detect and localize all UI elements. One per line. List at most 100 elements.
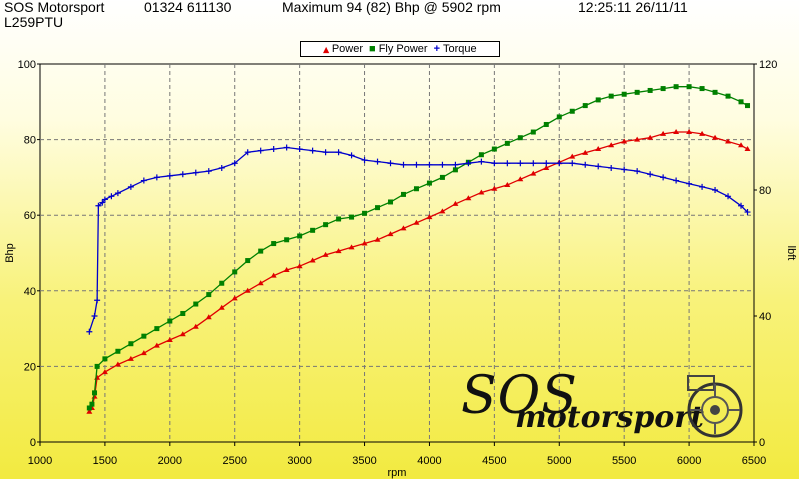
data-point-torque [94, 297, 101, 304]
data-point-fly-power [284, 237, 290, 243]
data-point-power [491, 185, 498, 191]
x-axis-label: rpm [388, 467, 407, 479]
data-point-fly-power [388, 199, 394, 205]
turbo-icon [687, 375, 743, 438]
data-point-torque [309, 147, 316, 154]
plot-frame [39, 63, 755, 443]
data-point-fly-power [86, 405, 92, 411]
y-tick-label-left: 100 [18, 59, 36, 71]
data-point-fly-power [94, 363, 100, 369]
data-point-power [114, 361, 121, 367]
x-tick-label: 1000 [28, 455, 52, 467]
y-tick-label-left: 80 [24, 135, 36, 147]
data-point-torque [686, 180, 693, 187]
data-point-fly-power [608, 93, 614, 99]
data-point-power [634, 136, 641, 142]
data-point-power [744, 146, 751, 152]
data-point-torque [426, 161, 433, 168]
data-point-fly-power [569, 108, 575, 114]
y-tick-label-right: 80 [759, 185, 771, 197]
data-point-torque [556, 160, 563, 167]
x-tick-label: 6500 [742, 455, 766, 467]
data-point-power [439, 208, 446, 214]
data-point-torque [439, 161, 446, 168]
legend-label-fly-power: Fly Power [378, 43, 428, 55]
data-point-power [426, 214, 433, 220]
legend-item-power: ▴ Power [323, 43, 363, 56]
data-point-fly-power [634, 89, 640, 95]
data-point-fly-power [517, 135, 523, 141]
data-point-torque [582, 161, 589, 168]
data-point-torque [166, 172, 173, 179]
y-axis-label-right: lbft [785, 246, 797, 261]
data-point-torque [114, 190, 121, 197]
data-point-fly-power [491, 146, 497, 152]
y-tick-label-left: 60 [24, 210, 36, 222]
data-point-fly-power [193, 301, 199, 307]
data-point-fly-power [699, 86, 705, 92]
data-point-fly-power [128, 341, 134, 347]
data-point-fly-power [439, 174, 445, 180]
data-point-torque [413, 161, 420, 168]
data-point-torque [244, 149, 251, 156]
data-point-power [283, 267, 290, 273]
data-point-fly-power [413, 186, 419, 192]
data-point-fly-power [725, 93, 731, 99]
data-point-power [296, 263, 303, 269]
data-point-fly-power [271, 241, 277, 247]
data-point-fly-power [582, 103, 588, 109]
data-point-power [673, 129, 680, 135]
data-point-torque [361, 157, 368, 164]
data-point-fly-power [621, 91, 627, 97]
max-power-summary: Maximum 94 (82) Bhp @ 5902 rpm [282, 0, 501, 15]
data-point-power [179, 331, 186, 337]
data-point-power [452, 200, 459, 206]
data-point-power [647, 134, 654, 140]
data-point-torque [634, 168, 641, 175]
data-point-fly-power [310, 227, 316, 233]
data-point-fly-power [206, 292, 212, 298]
data-point-power [348, 244, 355, 250]
data-point-power [335, 248, 342, 254]
data-point-torque [699, 183, 706, 190]
series-line-torque [88, 146, 748, 333]
x-tick-label: 4500 [482, 455, 506, 467]
data-point-torque [348, 152, 355, 159]
data-point-torque [179, 171, 186, 178]
data-point-fly-power [297, 233, 303, 239]
data-point-torque [647, 171, 654, 178]
data-point-fly-power [92, 390, 98, 396]
data-point-torque [257, 147, 264, 154]
data-point-fly-power [686, 84, 692, 90]
data-point-fly-power [219, 280, 225, 286]
data-point-torque [296, 146, 303, 153]
y-tick-label-right: 40 [759, 311, 771, 323]
phone-number: 01324 611130 [144, 0, 232, 15]
run-datetime: 12:25:11 26/11/11 [578, 0, 688, 15]
data-point-torque [205, 168, 212, 175]
data-point-fly-power [478, 152, 484, 158]
data-point-power [192, 323, 199, 329]
x-tick-label: 3000 [287, 455, 311, 467]
legend-label-power: Power [331, 43, 364, 55]
data-point-fly-power [245, 258, 251, 264]
data-point-torque [712, 187, 719, 193]
data-point-torque [738, 202, 745, 209]
data-point-power [725, 138, 732, 144]
data-point-power [309, 257, 316, 263]
chart-legend: ▴ Power ■ Fly Power + Torque [300, 41, 500, 57]
data-point-fly-power [530, 129, 536, 135]
data-point-torque [744, 209, 751, 216]
y-tick-label-left: 0 [30, 437, 36, 449]
y-tick-label-right: 120 [759, 59, 777, 71]
data-point-fly-power [102, 356, 108, 362]
data-point-torque [569, 160, 576, 167]
data-point-fly-power [543, 121, 549, 127]
data-point-torque [491, 160, 498, 167]
x-tick-label: 2500 [222, 455, 246, 467]
y-tick-label-left: 40 [24, 286, 36, 298]
data-point-fly-power [452, 167, 458, 173]
data-point-power [582, 149, 589, 155]
data-point-fly-power [595, 97, 601, 103]
data-point-torque [95, 202, 102, 209]
